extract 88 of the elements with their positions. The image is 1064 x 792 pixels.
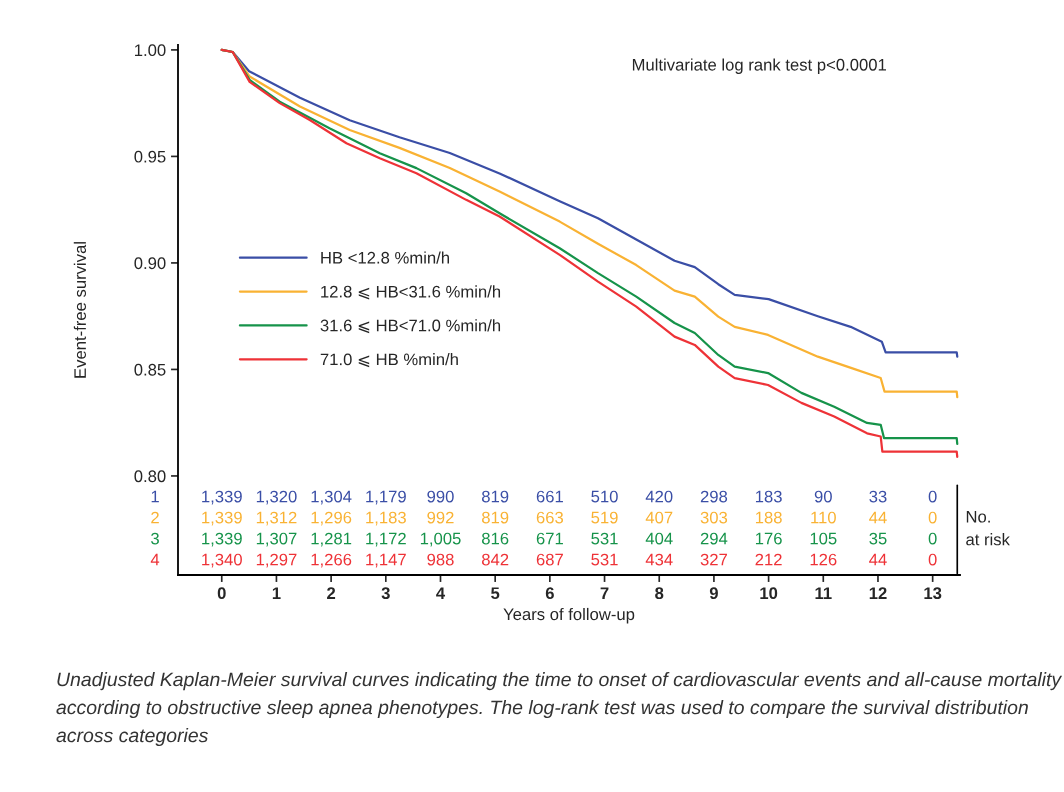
annotation: 126	[810, 553, 837, 566]
annotation: 1,307	[256, 532, 297, 547]
y-axis-title: Event-free survival	[73, 242, 87, 378]
annotation: 1,297	[256, 553, 297, 568]
annotation: 510	[591, 490, 618, 503]
y-tick-label: 0.80	[134, 470, 166, 483]
annotation: 842	[482, 553, 509, 566]
annotation: 44	[869, 553, 887, 566]
legend-label: HB <12.8 %min/h	[321, 251, 449, 264]
annotation: 671	[536, 532, 563, 545]
annotation: 0	[928, 553, 937, 566]
annotation: 1,339	[202, 490, 242, 505]
x-tick-label: 5	[491, 587, 500, 600]
x-tick-label: 10	[760, 587, 778, 600]
annotation: 407	[645, 511, 673, 524]
annotation: 327	[700, 553, 727, 566]
x-tick-label: 9	[709, 587, 718, 600]
y-tick-label: 0.95	[134, 150, 166, 163]
annotation: 188	[755, 511, 782, 524]
annotation: 212	[755, 553, 782, 566]
text: No. at risk	[966, 510, 1010, 546]
legend-label: 71.0 ⩽ HB %min/h	[320, 353, 458, 368]
y-tick-label: 0.85	[134, 363, 166, 376]
annotation: 988	[427, 553, 454, 566]
text: 4	[150, 553, 160, 566]
annotation: 303	[700, 511, 728, 524]
annotation: Multivariate log rank test p<0.0001	[632, 58, 886, 74]
annotation: 1,339	[202, 532, 242, 547]
annotation: 992	[427, 511, 454, 524]
annotation: 110	[811, 511, 836, 524]
annotation: 1,339	[202, 511, 242, 526]
annotation: 105	[810, 532, 837, 545]
annotation: 90	[814, 490, 832, 503]
annotation: 687	[536, 553, 563, 566]
annotation: 1,266	[311, 553, 352, 568]
y-tick-label: 0.90	[134, 257, 166, 270]
annotation: 1,304	[311, 490, 352, 505]
x-tick-label: 1	[272, 587, 281, 599]
x-axis-title: Years of follow-up	[503, 607, 635, 624]
annotation: 1,183	[366, 511, 406, 526]
annotation: 0	[928, 490, 937, 503]
annotation: 298	[700, 490, 728, 503]
annotation: 176	[755, 532, 782, 545]
annotation: 531	[591, 532, 618, 545]
annotation: 1,296	[311, 511, 352, 526]
annotation: 183	[755, 490, 782, 503]
y-tick-label: 1.00	[135, 44, 166, 57]
x-tick-label: 7	[600, 587, 609, 599]
annotation: 1,312	[256, 511, 297, 526]
annotation: 519	[591, 511, 618, 524]
text: 1	[151, 490, 159, 503]
legend-label: 12.8 ⩽ HB<31.6 %min/h	[321, 285, 501, 300]
x-tick-label: 0	[217, 587, 226, 600]
annotation: 0	[928, 511, 937, 524]
annotation: 531	[591, 553, 618, 566]
annotation: 661	[536, 490, 563, 503]
text: Unadjusted Kaplan-Meier survival curves indicating the time to onset of cardiovascular events and all-cause mortality according to obstructive sleep apnea phenotypes. The log-rank test was used to compare the survival distribution across categories	[56, 672, 1063, 747]
annotation: 0	[928, 532, 937, 545]
x-tick-label: 2	[327, 587, 336, 599]
annotation: 1,320	[256, 490, 297, 505]
annotation: 420	[645, 490, 673, 503]
annotation: 1,340	[202, 553, 242, 568]
annotation: 1,281	[311, 532, 352, 547]
annotation: 819	[482, 511, 509, 524]
annotation: 1,147	[366, 553, 406, 568]
x-tick-label: 12	[869, 587, 887, 599]
x-tick-label: 11	[815, 587, 832, 599]
annotation: 816	[482, 532, 509, 545]
text: 2	[151, 511, 159, 524]
x-tick-label: 6	[545, 587, 554, 600]
x-tick-label: 8	[655, 587, 664, 600]
annotation: 294	[700, 532, 728, 545]
annotation: 434	[645, 553, 673, 566]
annotation: 44	[869, 511, 887, 524]
text: 3	[151, 532, 159, 545]
annotation: 35	[869, 532, 887, 545]
annotation: 1,172	[366, 532, 406, 547]
annotation: 819	[482, 490, 509, 503]
annotation: 990	[427, 490, 454, 503]
annotation: 1,005	[420, 532, 461, 547]
annotation: 1,179	[366, 490, 406, 505]
annotation: 33	[869, 490, 887, 503]
annotation: 663	[536, 511, 564, 524]
x-tick-label: 4	[436, 587, 446, 599]
x-tick-label: 13	[924, 587, 942, 600]
legend-label: 31.6 ⩽ HB<71.0 %min/h	[320, 319, 501, 334]
x-tick-label: 3	[381, 587, 390, 600]
annotation: 404	[645, 532, 673, 545]
